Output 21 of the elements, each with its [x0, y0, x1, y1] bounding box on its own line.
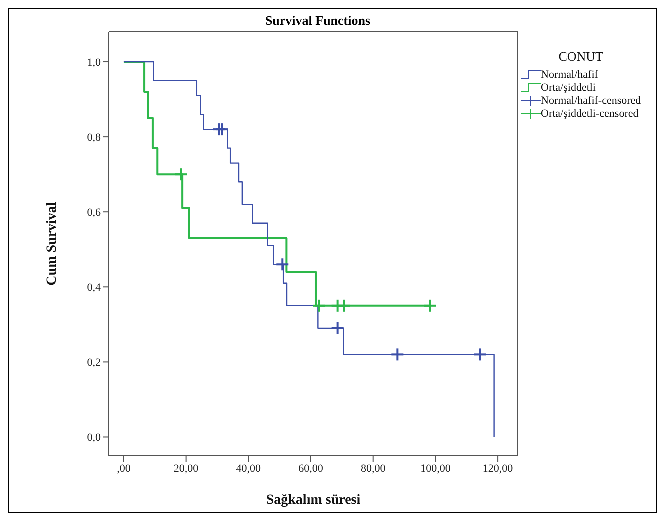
legend-label: Normal/hafif-censored — [541, 94, 642, 106]
y-axis-title: Cum Survival — [44, 202, 60, 286]
legend-label: Orta/şiddetli-censored — [541, 108, 639, 120]
x-tick-label: 40,00 — [236, 462, 262, 475]
y-tick-label: 1,0 — [87, 56, 102, 69]
legend-label: Orta/şiddetli — [541, 82, 596, 94]
y-tick-label: 0,0 — [87, 432, 102, 444]
y-tick-label: 0,4 — [87, 282, 102, 294]
y-tick-label: 0,2 — [87, 357, 101, 370]
y-tick-label: 0,6 — [87, 207, 102, 220]
x-tick-label: 60,00 — [298, 462, 324, 475]
x-tick-label: 100,00 — [420, 462, 452, 475]
chart-title: Survival Functions — [264, 13, 372, 29]
x-tick-label: 20,00 — [174, 462, 200, 475]
x-tick-label: 120,00 — [482, 462, 514, 475]
x-axis-title: Sağkalım süresi — [266, 493, 361, 508]
legend-title: CONUT — [558, 49, 604, 65]
x-tick-label: ,00 — [117, 462, 132, 475]
y-tick-label: 0,8 — [87, 132, 102, 144]
legend-label: Normal/hafif — [541, 68, 598, 80]
x-tick-label: 80,00 — [360, 462, 386, 475]
